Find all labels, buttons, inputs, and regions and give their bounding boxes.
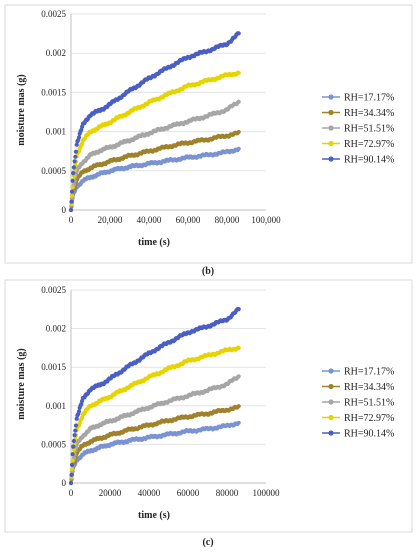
legend-marker-c-0: [328, 368, 334, 374]
point-c-4-0: [68, 480, 74, 486]
legend-label-b-3: RH=72.97%: [344, 139, 394, 150]
series-b-2: [68, 99, 241, 213]
legend-marker-b-2: [328, 125, 334, 131]
point-b-4-6: [72, 159, 77, 164]
point-c-4-6: [72, 433, 77, 438]
point-b-4-7: [73, 154, 78, 159]
y-tick-label-c-4: 0.002: [46, 324, 66, 334]
series-b-3: [68, 70, 241, 213]
point-c-4-3: [70, 452, 75, 457]
legend-label-c-1: RH=34.34%: [344, 382, 394, 393]
point-b-4-9: [74, 142, 79, 147]
legend-label-b-1: RH=34.34%: [344, 108, 394, 119]
point-b-4-2: [69, 189, 75, 194]
y-tick-label-b-0: 0: [62, 205, 67, 215]
point-c-3-170: [236, 345, 241, 350]
point-b-4-12: [76, 135, 82, 140]
legend-marker-c-2: [328, 399, 334, 405]
point-c-2-170: [236, 374, 241, 379]
y-tick-label-c-3: 0.0015: [41, 362, 66, 372]
y-tick-label-b-3: 0.0015: [41, 87, 66, 97]
point-c-4-2: [69, 462, 75, 467]
x-tick-label-b-0: 0: [69, 215, 74, 225]
point-c-4-9: [74, 416, 79, 421]
series-c-3: [68, 345, 241, 486]
point-b-4-1: [69, 199, 74, 204]
legend-marker-c-4: [328, 430, 334, 436]
legend-label-b-0: RH=17.17%: [344, 93, 394, 104]
x-tick-label-c-3: 60000: [177, 488, 200, 498]
point-b-0-170: [236, 146, 241, 151]
point-c-4-5: [71, 438, 76, 444]
legend-marker-b-3: [328, 140, 334, 147]
point-b-2-2: [69, 196, 75, 201]
point-c-4-8: [73, 423, 79, 428]
legend-marker-b-1: [328, 109, 334, 116]
point-c-4-1: [69, 472, 74, 477]
x-tick-label-c-0: 0: [69, 488, 74, 498]
legend-marker-c-3: [328, 414, 334, 421]
x-tick-label-c-2: 40000: [138, 488, 161, 498]
legend-marker-c-1: [328, 383, 334, 390]
legend-label-c-0: RH=17.17%: [344, 367, 394, 378]
point-c-3-3: [70, 458, 75, 463]
series-c-4: [68, 307, 241, 486]
point-b-1-170: [236, 129, 241, 135]
x-tick-label-c-4: 80000: [216, 488, 239, 498]
chart-panel-b-frame: [4, 4, 413, 264]
x-tick-label-c-5: 100000: [253, 488, 281, 498]
y-tick-label-b-5: 0.0025: [41, 9, 66, 19]
point-b-4-5: [71, 165, 76, 170]
x-tick-label-b-4: 80,000: [215, 215, 240, 225]
x-tick-label-b-3: 60,000: [176, 215, 201, 225]
point-c-4-12: [76, 409, 82, 414]
point-b-3-3: [70, 185, 75, 190]
x-axis-title-b: time (s): [138, 237, 170, 248]
y-axis-title-c: moisture mas (g): [16, 348, 27, 419]
caption-c: (c): [202, 537, 213, 548]
y-tick-label-c-2: 0.001: [46, 401, 66, 411]
series-b-1: [68, 129, 241, 213]
x-tick-label-b-1: 20,000: [98, 215, 123, 225]
series-c-2: [68, 374, 241, 486]
legend-label-c-4: RH=90.14%: [344, 429, 394, 440]
x-tick-label-b-2: 40,000: [137, 215, 162, 225]
point-b-4-3: [70, 178, 75, 183]
point-c-3-2: [69, 466, 75, 472]
legend-label-b-2: RH=51.51%: [344, 124, 394, 135]
y-tick-label-b-4: 0.002: [46, 48, 66, 58]
point-c-4-4: [71, 444, 76, 449]
x-tick-label-b-5: 100,000: [251, 215, 281, 225]
point-b-4-0: [68, 207, 74, 213]
y-tick-label-b-1: 0.0005: [41, 166, 66, 176]
y-axis-title-b: moisture mas (g): [16, 74, 27, 145]
caption-b: (b): [202, 266, 214, 277]
legend-label-c-2: RH=51.51%: [344, 398, 394, 409]
series-b-4: [68, 31, 241, 213]
point-b-4-170: [236, 31, 241, 36]
series-c-0: [68, 420, 241, 486]
point-b-2-170: [236, 99, 241, 104]
point-c-4-170: [236, 307, 241, 312]
point-b-4-8: [73, 149, 79, 154]
y-tick-label-b-2: 0.001: [46, 127, 66, 137]
x-tick-label-c-1: 20000: [99, 488, 122, 498]
x-axis-title-c: time (s): [138, 510, 170, 521]
y-tick-label-c-1: 0.0005: [41, 439, 66, 449]
chart-panel-c: 0 0.0005 0.001 0.0015 0.002 0.0025 0 20000 40000…: [4, 279, 413, 533]
point-c-0-170: [236, 420, 241, 425]
legend-label-b-4: RH=90.14%: [344, 155, 394, 166]
legend-marker-b-0: [328, 94, 334, 100]
point-c-4-7: [73, 428, 78, 433]
legend-label-c-3: RH=72.97%: [344, 413, 394, 424]
y-tick-label-c-5: 0.0025: [41, 285, 66, 295]
point-c-1-170: [236, 404, 241, 409]
point-b-3-2: [69, 193, 75, 198]
y-tick-label-c-0: 0: [62, 478, 67, 488]
chart-panel-b: 0 0.0005 0.001 0.0015 0.002 0.0025 0 20,000 40,0…: [4, 4, 413, 264]
legend-marker-b-4: [328, 156, 334, 162]
point-b-4-4: [71, 171, 76, 176]
point-b-3-170: [236, 70, 241, 75]
